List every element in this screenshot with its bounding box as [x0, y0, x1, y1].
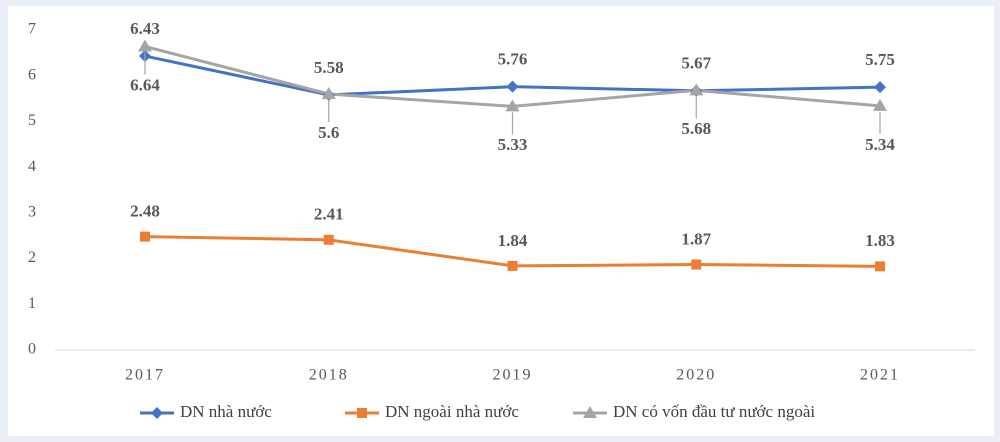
- y-tick-label: 6: [28, 66, 36, 83]
- data-label: 1.87: [681, 229, 711, 248]
- chart-area: [8, 6, 994, 436]
- marker: [506, 80, 519, 93]
- marker: [321, 87, 336, 99]
- data-label: 5.58: [314, 58, 344, 77]
- marker: [689, 83, 704, 96]
- legend-label: DN nhà nước: [180, 402, 272, 421]
- marker: [138, 39, 152, 52]
- data-label: 6.64: [130, 75, 160, 94]
- legend-label: DN có vốn đầu tư nước ngoài: [613, 402, 815, 421]
- marker: [140, 231, 150, 242]
- y-tick-label: 2: [28, 249, 36, 266]
- legend-label: DN ngoài nhà nước: [385, 402, 519, 421]
- marker: [583, 406, 597, 418]
- data-label: 5.76: [498, 50, 528, 69]
- data-label: 5.75: [865, 50, 895, 69]
- x-tick-label: 2021: [860, 367, 900, 384]
- x-tick-label: 2020: [676, 367, 716, 384]
- marker: [357, 408, 367, 418]
- marker: [507, 260, 518, 271]
- y-tick-label: 0: [28, 341, 36, 358]
- marker: [151, 407, 163, 419]
- y-tick-label: 7: [28, 21, 36, 38]
- data-label: 5.34: [865, 135, 895, 154]
- data-label: 2.48: [130, 202, 160, 221]
- data-label: 5.6: [318, 123, 339, 142]
- marker: [874, 81, 886, 94]
- data-label: 1.84: [498, 231, 528, 250]
- marker: [505, 99, 520, 112]
- y-tick-label: 1: [28, 295, 36, 312]
- x-tick-label: 2017: [125, 367, 165, 384]
- y-tick-label: 3: [28, 204, 36, 221]
- marker: [691, 259, 702, 270]
- data-label: 1.83: [865, 231, 895, 250]
- data-label: 5.33: [498, 135, 528, 154]
- data-label: 5.67: [681, 54, 711, 73]
- x-tick-label: 2018: [309, 367, 349, 384]
- data-label: 5.68: [681, 119, 711, 138]
- y-tick-label: 4: [28, 158, 36, 175]
- x-tick-label: 2019: [493, 367, 533, 384]
- data-label: 2.41: [314, 205, 344, 224]
- marker: [875, 261, 885, 272]
- y-tick-label: 5: [28, 112, 36, 129]
- data-label: 6.43: [130, 19, 160, 38]
- marker: [873, 98, 887, 111]
- marker: [323, 234, 334, 245]
